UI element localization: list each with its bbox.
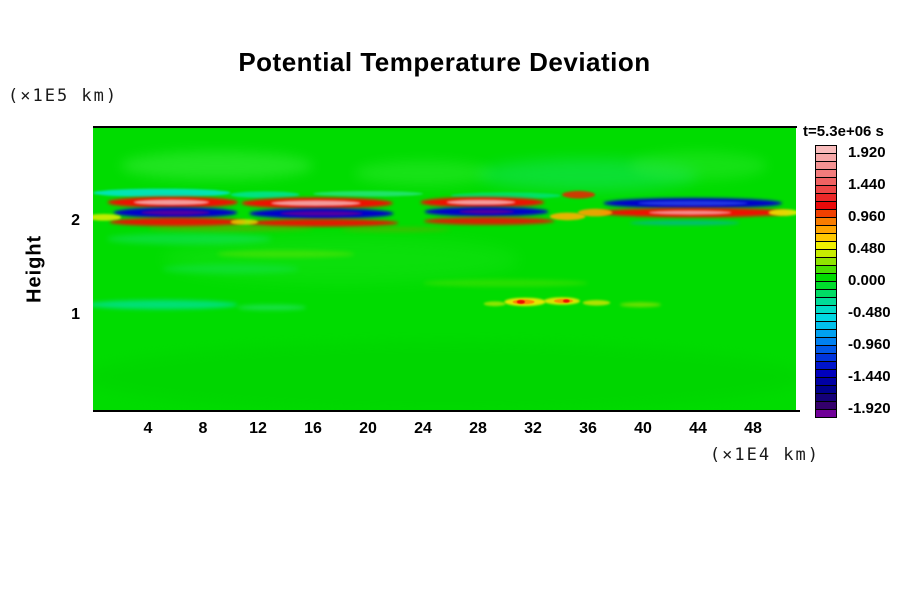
colorbar-tick-label: -1.920 — [848, 400, 891, 417]
field-feature-teal-green-patch — [478, 159, 699, 191]
field-feature-wave-red-bottom — [423, 217, 555, 225]
field-feature-yellow-streak — [619, 302, 662, 308]
field-feature-yellow-green-streak — [216, 250, 355, 258]
x-tick-label: 48 — [744, 420, 762, 437]
field-feature-dark-green-band — [93, 341, 796, 410]
field-feature-cyan-band — [93, 300, 238, 310]
field-feature-orange-tail — [549, 212, 586, 221]
field-feature-red-speck — [562, 299, 570, 303]
field-feature-yellow-blob — [483, 301, 506, 307]
field-feature-cyan-band — [237, 304, 307, 311]
field-feature-teal-streak — [161, 264, 300, 274]
colorbar-tick-label: -0.960 — [848, 336, 891, 353]
field-feature-orange-tail — [577, 208, 613, 217]
colorbar-labels: 1.920 1.440 0.960 0.480 0.000 -0.480 -0.960 -1.… — [848, 144, 900, 420]
field-feature-wave-purple-core — [141, 210, 210, 215]
field-feature-wave-purple-core — [459, 209, 514, 214]
x-axis-unit-label: (×1E4 km) — [709, 445, 820, 465]
field-feature-wave-purple-core — [280, 211, 363, 216]
field-feature-wave-blue-core — [637, 200, 748, 206]
field-feature-red-speck — [516, 300, 525, 304]
field-feature-wave-pink-core — [133, 199, 210, 206]
heatmap-plot — [93, 128, 796, 410]
field-feature-faint-orange-streak — [148, 225, 314, 232]
x-tick-label: 20 — [359, 420, 377, 437]
field-feature-wave-pink-core — [648, 210, 732, 215]
field-feature-yellow-tail — [93, 214, 122, 221]
field-feature-teal-streak — [106, 233, 272, 245]
colorbar-tick-label: 1.440 — [848, 176, 886, 193]
field-feature-wave-pink-core — [271, 200, 361, 206]
colorbar-tick-label: 1.920 — [848, 144, 886, 161]
colorbar-tick-label: 0.960 — [848, 208, 886, 225]
plot-top-border — [93, 126, 797, 128]
x-tick-label: 16 — [304, 420, 322, 437]
colorbar-tick-label: 0.480 — [848, 240, 886, 257]
colorbar-segment — [815, 409, 837, 418]
colorbar-segments — [815, 145, 837, 418]
x-axis-line — [93, 410, 800, 412]
page-title: Potential Temperature Deviation — [238, 47, 651, 77]
field-feature-faint-orange-streak — [340, 227, 451, 232]
x-tick-label: 24 — [414, 420, 432, 437]
field-feature-light-green-patch — [161, 236, 520, 284]
x-tick-label: 8 — [198, 420, 208, 437]
y-axis-unit-label: (×1E5 km) — [8, 86, 119, 106]
colorbar-tick-label: -0.480 — [848, 304, 891, 321]
time-annotation: t=5.3e+06 s — [803, 123, 884, 140]
field-feature-wave-pink-core — [446, 199, 516, 205]
field-feature-light-green-patch — [354, 160, 493, 186]
field-feature-cyan-streak — [230, 191, 300, 198]
field-feature-yellow-blob — [582, 300, 611, 306]
x-tick-label: 12 — [249, 420, 267, 437]
x-tick-label: 28 — [469, 420, 487, 437]
y-tick-label: 1 — [71, 306, 80, 323]
field-feature-red-spur — [562, 190, 596, 199]
x-tick-label: 40 — [634, 420, 652, 437]
field-feature-blue-streak — [629, 220, 740, 226]
field-feature-wave-red-bottom — [109, 217, 248, 227]
field-feature-cyan-streak — [93, 188, 231, 198]
field-feature-cyan-streak — [313, 191, 424, 197]
y-axis-title: Height — [23, 234, 46, 304]
field-feature-wave-red-bottom — [247, 219, 399, 227]
colorbar-tick-label: 0.000 — [848, 272, 886, 289]
field-feature-light-green-patch — [629, 151, 768, 180]
colorbar-tick-label: -1.440 — [848, 368, 891, 385]
x-tick-label: 32 — [524, 420, 542, 437]
field-feature-yellow-green-streak — [423, 279, 589, 287]
y-tick-label: 2 — [71, 212, 80, 229]
field-feature-yellow-tail — [768, 209, 796, 216]
x-tick-label: 44 — [689, 420, 707, 437]
field-svg — [93, 128, 796, 410]
field-feature-light-green-patch — [120, 151, 314, 180]
x-tick-label: 4 — [143, 420, 153, 437]
field-feature-yellow-tail — [230, 219, 259, 225]
x-tick-label: 36 — [579, 420, 597, 437]
